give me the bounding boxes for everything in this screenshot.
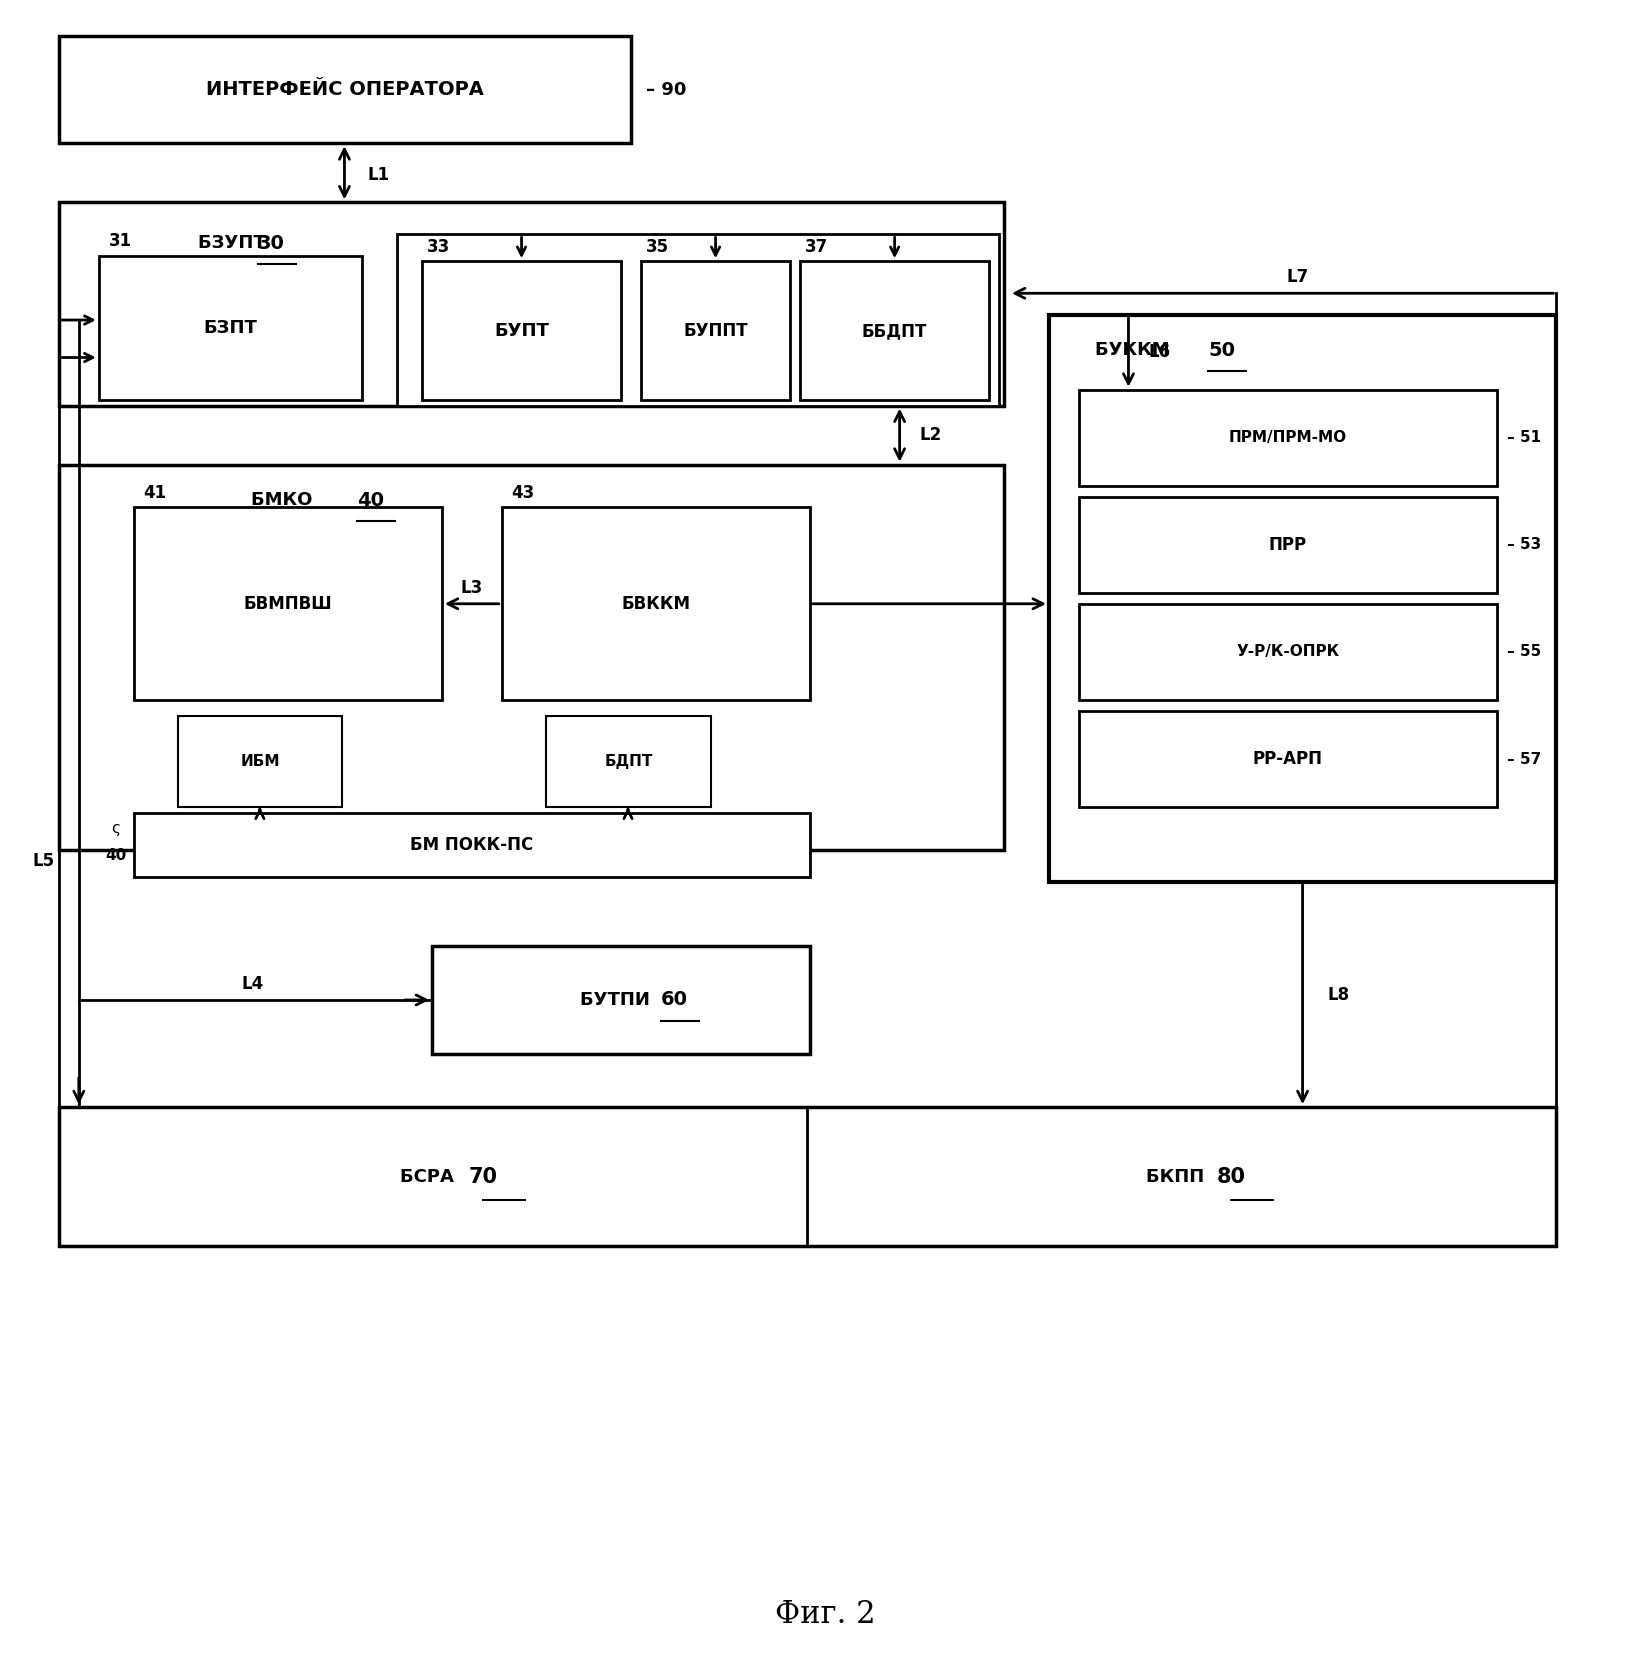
Text: 60: 60 (662, 991, 688, 1009)
Bar (502, 507, 810, 701)
Text: L4: L4 (243, 974, 264, 992)
Bar (99, 255, 363, 400)
Text: ББДПТ: ББДПТ (861, 322, 927, 340)
Text: РР-АРП: РР-АРП (1252, 751, 1323, 767)
Text: 40: 40 (358, 492, 384, 510)
Bar (546, 716, 711, 807)
Text: 37: 37 (805, 239, 828, 255)
Text: БВМПВШ: БВМПВШ (244, 595, 332, 612)
Text: БСРА: БСРА (399, 1168, 467, 1186)
Text: 43: 43 (512, 484, 535, 502)
Text: – 57: – 57 (1506, 752, 1541, 767)
Text: 30: 30 (257, 235, 285, 254)
Text: БУТПИ: БУТПИ (579, 991, 662, 1009)
Text: L7: L7 (1287, 269, 1308, 287)
Bar (134, 812, 810, 877)
Bar (800, 262, 988, 400)
Bar (59, 465, 1005, 851)
Text: БУККМ: БУККМ (1096, 342, 1181, 359)
Text: 33: 33 (427, 239, 450, 255)
Text: – 55: – 55 (1506, 644, 1541, 659)
Bar (1079, 390, 1497, 485)
Text: L2: L2 (919, 425, 942, 444)
Text: БУППТ: БУППТ (683, 322, 747, 340)
Text: ИБМ: ИБМ (241, 754, 280, 769)
Bar (59, 1108, 1556, 1246)
Text: L1: L1 (368, 167, 389, 185)
Text: БКПП: БКПП (1145, 1168, 1216, 1186)
Bar (178, 716, 343, 807)
Text: БУПТ: БУПТ (493, 322, 549, 340)
Text: ς: ς (111, 821, 120, 836)
Text: L6: L6 (1148, 344, 1170, 362)
Bar (1079, 497, 1497, 594)
Text: ИНТЕРФЕЙС ОПЕРАТОРА: ИНТЕРФЕЙС ОПЕРАТОРА (206, 80, 483, 100)
Bar (398, 235, 1000, 405)
Bar (422, 262, 620, 400)
Text: 40: 40 (106, 847, 127, 862)
Bar (432, 946, 810, 1054)
Bar (1079, 604, 1497, 701)
Text: L5: L5 (33, 852, 54, 869)
Text: БВККМ: БВККМ (622, 595, 690, 612)
Text: ПРР: ПРР (1269, 535, 1307, 554)
Text: У-Р/К-ОПРК: У-Р/К-ОПРК (1236, 644, 1340, 659)
Text: – 90: – 90 (645, 80, 686, 98)
Text: БМ ПОКК-ПС: БМ ПОКК-ПС (411, 836, 533, 854)
Bar (134, 507, 442, 701)
Bar (1049, 315, 1556, 882)
Text: – 51: – 51 (1506, 430, 1541, 445)
Text: БЗПТ: БЗПТ (203, 319, 257, 337)
Text: 31: 31 (109, 232, 132, 250)
Text: 50: 50 (1208, 342, 1236, 360)
Text: L3: L3 (460, 579, 483, 597)
Text: 80: 80 (1216, 1166, 1246, 1186)
Bar (59, 202, 1005, 405)
Text: БДПТ: БДПТ (604, 754, 653, 769)
Text: 41: 41 (144, 484, 167, 502)
Text: ПРМ/ПРМ-МО: ПРМ/ПРМ-МО (1229, 430, 1346, 445)
Text: L8: L8 (1328, 986, 1350, 1004)
Text: Фиг. 2: Фиг. 2 (776, 1598, 875, 1630)
Text: БЗУПТ: БЗУПТ (198, 235, 279, 252)
Text: 35: 35 (645, 239, 668, 255)
Text: БМКО: БМКО (251, 492, 325, 509)
Text: – 53: – 53 (1506, 537, 1541, 552)
Text: 70: 70 (469, 1166, 497, 1186)
Bar (1079, 711, 1497, 807)
Bar (640, 262, 790, 400)
Bar (59, 37, 630, 143)
